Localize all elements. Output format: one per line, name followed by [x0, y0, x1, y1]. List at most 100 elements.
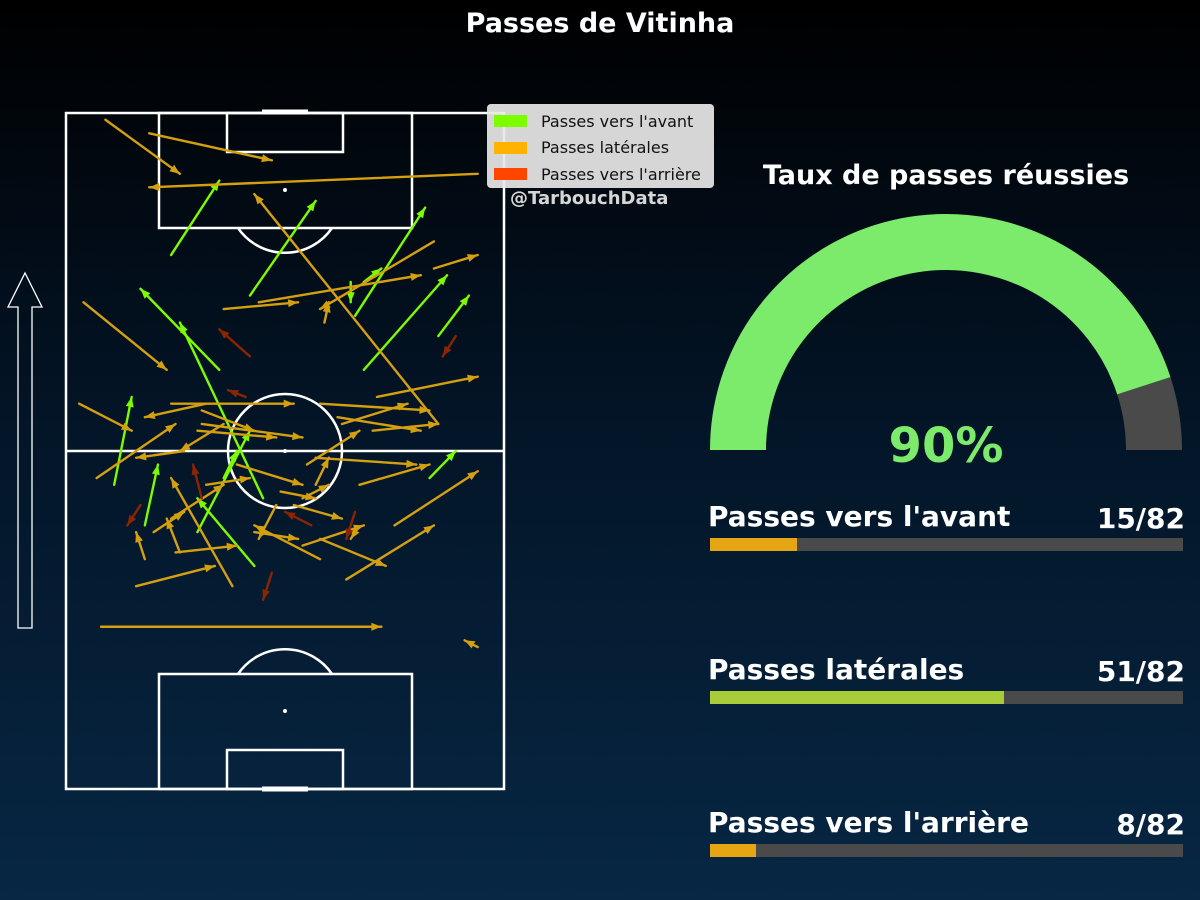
bottom-six-yard-box — [225, 748, 345, 791]
pass-arrow-1-39 — [305, 429, 361, 466]
top-six-yard-box — [225, 111, 345, 154]
stat-label-forward: Passes vers l'avant — [708, 500, 1011, 533]
stat-fill-backward — [710, 844, 757, 857]
gauge-track — [1116, 377, 1182, 451]
pass-arrow-1-29 — [314, 456, 330, 486]
passes-layer — [77, 118, 479, 649]
stat-value-backward: 8/82 — [1116, 808, 1185, 841]
pass-arrow-1-44 — [345, 524, 436, 581]
pass-arrow-1-41 — [301, 483, 330, 500]
pass-arrow-2-3 — [191, 463, 203, 500]
pass-arrow-1-49 — [463, 639, 479, 649]
pass-arrow-2-0 — [218, 328, 252, 358]
top-penalty-spot — [283, 188, 287, 192]
pass-arrow-1-20 — [196, 429, 278, 441]
pass-arrow-1-33 — [204, 475, 252, 486]
legend-item-backward: Passes vers l'arrière — [494, 161, 714, 188]
pass-arrow-1-10 — [169, 399, 295, 408]
pass-arrow-0-4 — [362, 267, 383, 284]
pass-arrow-1-8 — [318, 240, 436, 311]
stat-value-lateral: 51/82 — [1096, 655, 1185, 688]
pass-arrow-1-32 — [174, 542, 239, 554]
pass-arrow-2-4 — [126, 503, 142, 527]
pass-arrow-1-42 — [301, 524, 366, 547]
pass-arrow-0-2 — [353, 206, 427, 317]
stat-fill-forward — [710, 538, 797, 551]
pass-arrow-1-22 — [279, 490, 317, 501]
pass-arrow-2-7 — [261, 571, 274, 601]
pass-arrow-0-1 — [248, 199, 317, 297]
top-penalty-arc — [236, 227, 334, 254]
stat-value-forward: 15/82 — [1096, 502, 1185, 535]
legend-label-forward: Passes vers l'avant — [541, 111, 694, 131]
pass-arrow-1-48 — [134, 564, 217, 588]
pass-arrow-2-6 — [283, 510, 313, 527]
pass-arrow-1-5 — [432, 253, 479, 270]
gauge-title: Taux de passes réussies — [762, 160, 1130, 191]
legend-swatch-backward — [494, 168, 527, 181]
pass-arrow-1-9 — [82, 301, 168, 372]
pass-arrow-2-1 — [441, 334, 458, 358]
gauge-fill — [710, 214, 1171, 451]
pass-arrow-1-0 — [104, 118, 182, 176]
pass-arrow-1-28 — [292, 503, 344, 520]
pass-arrow-1-7 — [257, 272, 422, 304]
stat-fill-lateral — [710, 691, 1005, 704]
pass-arrow-1-19 — [318, 402, 431, 414]
stat-track-lateral — [710, 691, 1183, 704]
pass-arrow-1-37 — [169, 476, 234, 588]
legend-label-backward: Passes vers l'arrière — [541, 164, 701, 184]
centre-circle — [226, 392, 344, 510]
pass-arrow-0-7 — [139, 287, 221, 372]
pass-arrow-1-45 — [393, 470, 479, 527]
pass-arrow-1-14 — [134, 449, 186, 461]
pass-success-gauge — [710, 214, 1182, 451]
stat-label-lateral: Passes latérales — [708, 653, 965, 686]
pass-arrow-0-6 — [437, 294, 471, 338]
gauge-percentage: 90% — [888, 418, 1004, 474]
attack-direction-arrow-icon — [6, 271, 44, 629]
pass-arrow-0-5 — [362, 274, 449, 372]
legend: Passes vers l'avant Passes latérales Pas… — [487, 104, 714, 188]
pass-arrow-0-0 — [169, 179, 221, 257]
bottom-penalty-spot — [283, 709, 287, 713]
bottom-penalty-area — [157, 672, 414, 791]
pitch-markings — [64, 109, 506, 792]
pass-arrow-1-30 — [358, 463, 431, 486]
pass-arrow-1-4 — [222, 299, 300, 311]
stat-track-backward — [710, 844, 1183, 857]
pass-arrow-0-12 — [428, 449, 458, 480]
stat-track-forward — [710, 538, 1183, 551]
pass-arrow-0-10 — [112, 395, 134, 486]
legend-swatch-lateral — [494, 141, 527, 154]
top-penalty-area — [157, 111, 414, 230]
legend-label-lateral: Passes latérales — [541, 138, 670, 158]
pass-arrow-1-21 — [235, 463, 304, 486]
pass-arrow-1-2 — [148, 172, 479, 191]
pass-arrow-1-1 — [148, 132, 274, 163]
legend-item-lateral: Passes latérales — [494, 135, 714, 162]
pass-arrow-1-12 — [178, 422, 225, 453]
pass-arrow-1-47 — [99, 622, 383, 631]
pass-arrow-1-36 — [134, 530, 147, 561]
pass-arrow-1-11 — [143, 402, 208, 419]
pass-arrow-1-35 — [95, 422, 177, 480]
pass-arrow-1-17 — [200, 422, 304, 441]
pass-arrow-1-3 — [253, 192, 440, 426]
bottom-penalty-arc — [236, 648, 334, 675]
pass-arrow-0-11 — [143, 463, 160, 527]
pass-arrow-1-26 — [371, 421, 440, 432]
pass-arrow-1-24 — [340, 402, 409, 426]
legend-item-forward: Passes vers l'avant — [494, 108, 714, 135]
pass-arrow-2-5 — [345, 510, 357, 541]
legend-swatch-forward — [494, 115, 527, 128]
watermark: @TarbouchData — [510, 188, 669, 209]
pass-arrow-1-46 — [253, 524, 322, 561]
pass-arrow-2-2 — [226, 388, 247, 399]
chart-title: Passes de Vitinha — [465, 8, 735, 39]
stat-label-backward: Passes vers l'arrière — [708, 806, 1029, 839]
centre-spot — [283, 449, 287, 453]
pass-arrow-1-16 — [77, 402, 133, 432]
pass-arrow-1-25 — [375, 374, 479, 399]
